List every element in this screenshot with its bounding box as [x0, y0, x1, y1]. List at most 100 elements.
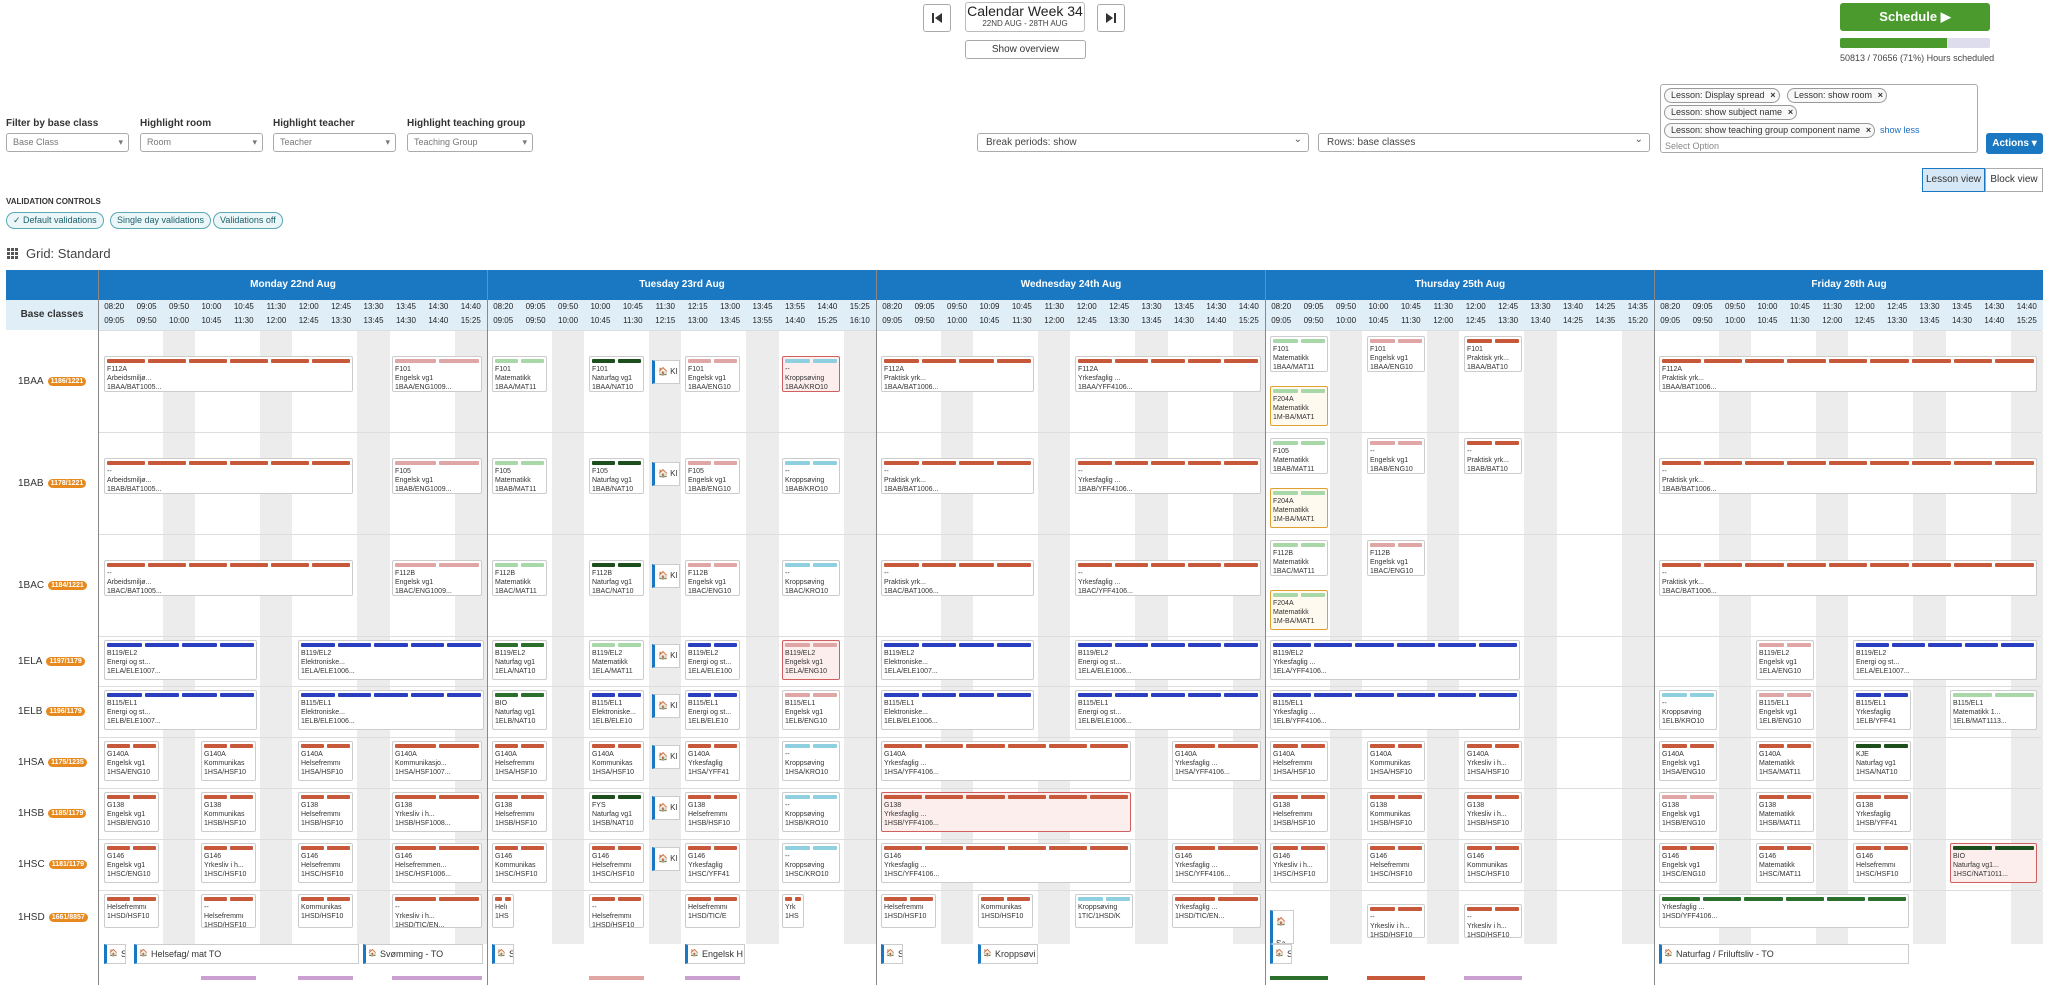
lesson-block[interactable]: G140A Engelsk vg1 1HSA/ENG10: [1659, 741, 1717, 781]
lesson-block[interactable]: G146 Helsefremmı 1HSC/HSF10: [589, 843, 644, 883]
lesson-block[interactable]: G138 Yrkesfaglig 1HSB/YFF41: [1853, 792, 1911, 832]
lesson-block[interactable]: G140A Kommunikas 1HSA/HSF10: [1367, 741, 1425, 781]
lesson-block[interactable]: Helsefremmı 1HSD/HSF10: [881, 894, 936, 928]
lesson-block[interactable]: G140A Matematikk 1HSA/MAT11: [1756, 741, 1814, 781]
lesson-block[interactable]: G138 Helsefremmı 1HSB/HSF10: [1270, 792, 1328, 832]
lesson-block[interactable]: G146 Helsefremmı 1HSC/HSF10: [1853, 843, 1911, 883]
lesson-block[interactable]: -- Kroppsøving 1ELB/KRO10: [1659, 690, 1717, 730]
kl-block[interactable]: 🏠 Kl: [652, 847, 680, 871]
remove-tag-icon[interactable]: ×: [1865, 125, 1872, 135]
lesson-options-multiselect[interactable]: Lesson: Display spread × Lesson: show roo…: [1660, 84, 1978, 153]
lesson-block[interactable]: B119/EL2 Elektroniske... 1ELA/ELE1006...: [298, 640, 484, 680]
lesson-block[interactable]: F112A Praktisk yrk... 1BAA/BAT1006...: [1659, 356, 2037, 392]
lesson-block[interactable]: BIO Naturfag vg1 1ELB/NAT10: [492, 690, 547, 730]
schedule-button[interactable]: Schedule ▶: [1840, 3, 1990, 31]
lesson-block[interactable]: G146 Kommunikas 1HSC/HSF10: [492, 843, 547, 883]
lesson-block[interactable]: -- Kroppsøving 1BAC/KRO10: [782, 560, 840, 596]
kl-block[interactable]: 🏠 Kl: [652, 694, 680, 718]
lesson-block[interactable]: Yrk 1HS: [782, 894, 804, 928]
lesson-block[interactable]: -- Praktisk yrk... 1BAB/BAT1006...: [881, 458, 1034, 494]
show-overview-button[interactable]: Show overview: [965, 40, 1086, 59]
lesson-block[interactable]: B115/EL1 Engelsk vg1 1ELB/ENG10: [1756, 690, 1814, 730]
kl-block[interactable]: 🏠 Kl: [652, 796, 680, 820]
lesson-block[interactable]: G138 Engelsk vg1 1HSB/ENG10: [104, 792, 159, 832]
lesson-block[interactable]: G138 Yrkesliv i h... 1HSB/HSF1008...: [392, 792, 482, 832]
lesson-block[interactable]: G138 Kommunikas 1HSB/HSF10: [1367, 792, 1425, 832]
week-selector[interactable]: Calendar Week 34 22ND AUG - 28TH AUG: [965, 2, 1085, 32]
lesson-block[interactable]: -- Yrkesfaglig ... 1BAC/YFF4106...: [1075, 560, 1261, 596]
lesson-block[interactable]: G140A Helsefremmı 1HSA/HSF10: [492, 741, 547, 781]
previous-week-button[interactable]: [923, 4, 951, 32]
footer-lesson[interactable]: Sa: [104, 944, 126, 964]
lesson-block[interactable]: B119/EL2 Elektroniske... 1ELA/ELE1007...: [881, 640, 1034, 680]
lesson-block[interactable]: G140A Helsefremmı 1HSA/HSF10: [298, 741, 353, 781]
base-class-select[interactable]: Base Class: [6, 133, 129, 152]
lesson-block[interactable]: G138 Kommunikas 1HSB/HSF10: [201, 792, 256, 832]
lesson-block[interactable]: G138 Helsefremmı 1HSB/HSF10: [685, 792, 740, 832]
remove-tag-icon[interactable]: ×: [1770, 90, 1776, 100]
lesson-block[interactable]: B115/EL1 Elektroniske... 1ELB/ELE1006...: [881, 690, 1034, 730]
row-label-1elb[interactable]: 1ELB 1196/1179: [6, 686, 98, 737]
lesson-block[interactable]: G146 Yrkesfaglig 1HSC/YFF41: [685, 843, 740, 883]
lesson-block[interactable]: F105 Matematikk 1BAB/MAT11: [492, 458, 547, 494]
row-label-1bab[interactable]: 1BAB 1178/1221: [6, 432, 98, 534]
lesson-block[interactable]: -- Yrkesliv i h... 1HSD/TIC/EN...: [392, 894, 482, 928]
lesson-block[interactable]: G146 Helsefremmen... 1HSC/HSF1006...: [392, 843, 482, 883]
lesson-block[interactable]: G138 Helsefremmı 1HSB/HSF10: [492, 792, 547, 832]
break-periods-select[interactable]: Break periods: show: [977, 131, 1309, 152]
lesson-block[interactable]: F105 Engelsk vg1 1BAB/ENG10: [685, 458, 740, 494]
lesson-block[interactable]: G140A Kommunikasjo... 1HSA/HSF1007...: [392, 741, 482, 781]
lesson-block[interactable]: Helı 1HS: [492, 894, 514, 928]
lesson-block[interactable]: F112A Praktisk yrk... 1BAA/BAT1006...: [881, 356, 1034, 392]
lesson-block[interactable]: F112A Yrkesfaglig ... 1BAA/YFF4106...: [1075, 356, 1261, 392]
lesson-block[interactable]: -- Helsefremmı 1HSD/HSF10: [201, 894, 256, 928]
row-label-1hsd[interactable]: 1HSD 1661/8857: [6, 890, 98, 944]
room-select[interactable]: Room: [140, 133, 263, 152]
kl-block[interactable]: 🏠 Sa: [1270, 910, 1294, 944]
lesson-block[interactable]: F101 Matematikk 1BAA/MAT11: [1270, 336, 1328, 372]
lesson-block[interactable]: Kommunikas 1HSD/HSF10: [978, 894, 1033, 928]
lesson-block[interactable]: B119/EL2 Energi og st... 1ELA/ELE1007...: [1853, 640, 2037, 680]
lesson-block[interactable]: B115/EL1 Energi og st... 1ELB/ELE1006...: [1075, 690, 1261, 730]
lesson-block[interactable]: -- Praktisk yrk... 1BAB/BAT10: [1464, 438, 1522, 474]
footer-lesson[interactable]: Naturfag / Friluftsliv - TO: [1659, 944, 1909, 964]
lesson-block[interactable]: F101 Engelsk vg1 1BAA/ENG1009...: [392, 356, 482, 392]
lesson-block[interactable]: G140A Yrkesliv i h... 1HSA/HSF10: [1464, 741, 1522, 781]
footer-lesson[interactable]: Engelsk H: [685, 944, 745, 964]
lesson-block[interactable]: B115/EL1 Elektroniske... 1ELB/ELE10: [589, 690, 644, 730]
kl-block[interactable]: 🏠 Kl: [652, 745, 680, 769]
lesson-block[interactable]: G146 Helsefremmı 1HSC/HSF10: [298, 843, 353, 883]
lesson-block[interactable]: B119/EL2 Energi og st... 1ELA/ELE1007...: [104, 640, 257, 680]
lesson-block[interactable]: B119/EL2 Engelsk vg1 1ELA/ENG10: [782, 640, 840, 680]
lesson-block[interactable]: F204A Matematikk 1M-BA/MAT1: [1270, 386, 1328, 426]
lesson-block[interactable]: B115/EL1 Energi og st... 1ELB/ELE1007...: [104, 690, 257, 730]
lesson-block[interactable]: B119/EL2 Energi og st... 1ELA/ELE1006...: [1075, 640, 1261, 680]
lesson-block[interactable]: F204A Matematikk 1M-BA/MAT1: [1270, 590, 1328, 630]
lesson-block[interactable]: G146 Matematikk 1HSC/MAT11: [1756, 843, 1814, 883]
lesson-block[interactable]: F105 Engelsk vg1 1BAB/ENG1009...: [392, 458, 482, 494]
lesson-block[interactable]: F101 Naturfag vg1 1BAA/NAT10: [589, 356, 644, 392]
lesson-block[interactable]: G146 Yrkesliv i h... 1HSC/HSF10: [201, 843, 256, 883]
lesson-block[interactable]: G140A Yrkesfaglig ... 1HSA/YFF4106...: [1172, 741, 1261, 781]
lesson-block[interactable]: -- Helsefremmı 1HSD/HSF10: [589, 894, 644, 928]
kl-block[interactable]: 🏠 Kl: [652, 360, 680, 384]
single-day-validations-toggle[interactable]: Single day validations: [110, 212, 212, 229]
lesson-block[interactable]: KJE Naturfag vg1 1HSA/NAT10: [1853, 741, 1911, 781]
lesson-block[interactable]: -- Yrkesfaglig ... 1BAB/YFF4106...: [1075, 458, 1261, 494]
lesson-block[interactable]: G138 Yrkesliv i h... 1HSB/HSF10: [1464, 792, 1522, 832]
row-label-1ela[interactable]: 1ELA 1197/1179: [6, 636, 98, 686]
lesson-block[interactable]: G146 Yrkesfaglig ... 1HSC/YFF4106...: [881, 843, 1131, 883]
footer-lesson[interactable]: Helsefag/ mat TO: [134, 944, 359, 964]
lesson-block[interactable]: -- Yrkesliv i h... 1HSD/HSF10: [1464, 904, 1522, 938]
lesson-block[interactable]: -- Yrkesliv i h... 1HSD/HSF10: [1367, 904, 1425, 938]
kl-block[interactable]: 🏠 Kl: [652, 644, 680, 668]
row-label-1bac[interactable]: 1BAC 1184/1221: [6, 534, 98, 636]
lesson-block[interactable]: G146 Engelsk vg1 1HSC/ENG10: [1659, 843, 1717, 883]
lesson-block[interactable]: Helsefremmı 1HSD/HSF10: [104, 894, 159, 928]
lesson-block[interactable]: G140A Helsefremmı 1HSA/HSF10: [1270, 741, 1328, 781]
lesson-block[interactable]: B119/EL2 Engelsk vg1 1ELA/ENG10: [1756, 640, 1814, 680]
lesson-block[interactable]: -- Kroppsøving 1HSB/KRO10: [782, 792, 840, 832]
lesson-block[interactable]: G140A Yrkesfaglig 1HSA/YFF41: [685, 741, 740, 781]
lesson-block[interactable]: F112B Matematikk 1BAC/MAT11: [1270, 540, 1328, 576]
lesson-block[interactable]: Kommunikas 1HSD/HSF10: [298, 894, 353, 928]
